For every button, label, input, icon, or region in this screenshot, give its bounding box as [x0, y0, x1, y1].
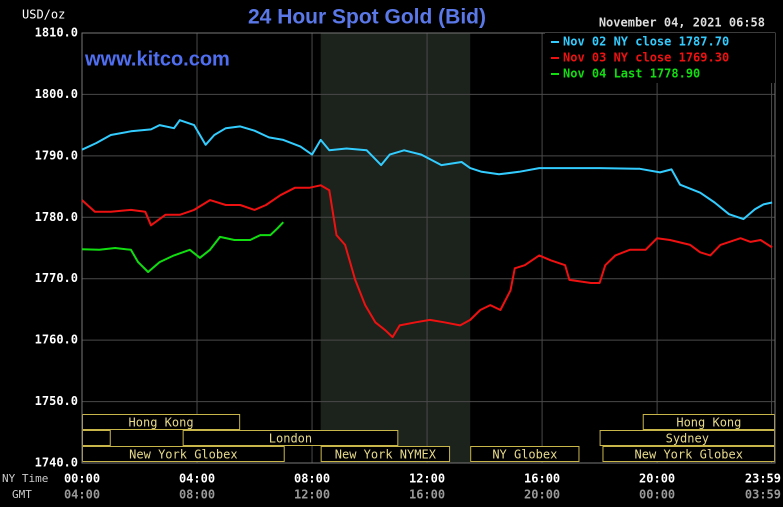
price-line — [81, 184, 773, 339]
y-tick-label: 1770.0 — [35, 271, 78, 285]
plot-frame — [81, 32, 776, 464]
session-box — [182, 430, 399, 446]
price-line — [81, 221, 285, 273]
x-tick-label: 23:59 — [745, 472, 781, 486]
x-tick-label-gmt: 20:00 — [524, 488, 560, 502]
x-tick-label-gmt: 16:00 — [409, 488, 445, 502]
x-tick-label: 00:00 — [64, 472, 100, 486]
y-tick-label: 1760.0 — [35, 333, 78, 347]
y-tick-label: 1790.0 — [35, 148, 78, 162]
watermark: www.kitco.com — [84, 48, 230, 70]
legend-entry: Nov 04 Last 1778.90 — [563, 67, 700, 81]
session-box — [82, 430, 111, 446]
x-tick-label: 20:00 — [639, 472, 675, 486]
session-label: New York Globex — [129, 448, 237, 462]
x-tick-label-gmt: 00:00 — [639, 488, 675, 502]
y-tick-label: 1740.0 — [35, 456, 78, 470]
price-line — [81, 119, 773, 221]
legend-entry: Nov 02 NY close 1787.70 — [563, 35, 729, 49]
timestamp: November 04, 2021 06:58 — [599, 16, 765, 30]
x-tick-label-gmt: 03:59 — [745, 488, 781, 502]
session-box — [470, 446, 580, 462]
x-tick-label-gmt: 08:00 — [179, 488, 215, 502]
x-tick-label: 08:00 — [294, 472, 330, 486]
x-tick-label-gmt: 04:00 — [64, 488, 100, 502]
legend-entry: Nov 03 NY close 1769.30 — [563, 51, 729, 65]
session-label: London — [269, 432, 312, 446]
y-tick-label: 1800.0 — [35, 87, 78, 101]
chart-title: 24 Hour Spot Gold (Bid) — [248, 6, 486, 29]
x-tick-label: 12:00 — [409, 472, 445, 486]
y-tick-label: 1810.0 — [35, 26, 78, 40]
session-label: NY Globex — [492, 448, 557, 462]
y-tick-label: 1780.0 — [35, 210, 78, 224]
session-label: New York Globex — [635, 448, 743, 462]
y-axis-label: USD/oz — [22, 8, 65, 22]
x-tick-label: 16:00 — [524, 472, 560, 486]
x-row-label: GMT — [12, 488, 32, 501]
session-label: Sydney — [666, 432, 709, 446]
x-row-label: NY Time — [2, 472, 48, 485]
x-tick-label: 04:00 — [179, 472, 215, 486]
legend-box — [545, 33, 775, 83]
session-label: New York NYMEX — [335, 448, 437, 462]
x-tick-label-gmt: 12:00 — [294, 488, 330, 502]
session-label: Hong Kong — [129, 416, 194, 430]
y-tick-label: 1750.0 — [35, 394, 78, 408]
session-label: Hong Kong — [676, 416, 741, 430]
session-box — [320, 446, 451, 462]
nymex-shade — [320, 33, 471, 463]
